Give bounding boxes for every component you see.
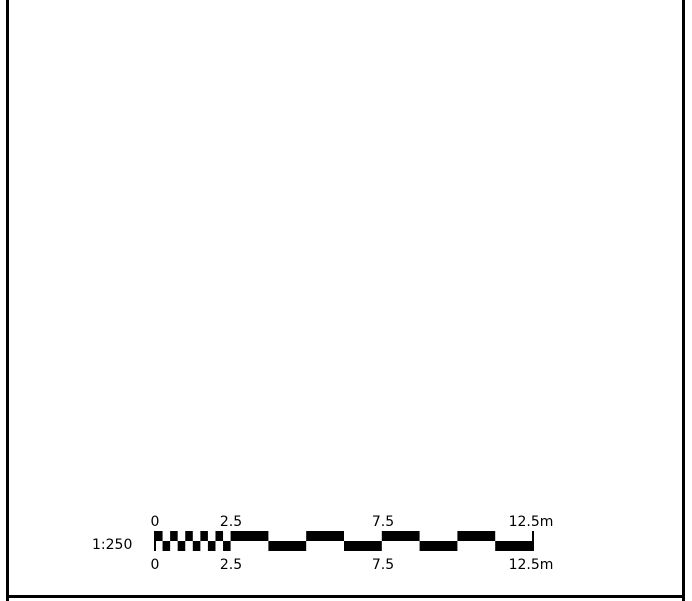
top-tick-label-0: 0 — [151, 514, 160, 530]
scale-bar-fine-cell-7 — [200, 531, 208, 541]
scale-bar: 0 2.5 7.5 12.5m 0 2.5 7.5 12.5m — [151, 514, 554, 573]
bottom-tick-label-2-5: 2.5 — [220, 557, 242, 573]
scale-bar-fine-cell-9 — [215, 531, 224, 541]
scale-ratio-label: 1:250 — [92, 537, 132, 553]
bottom-tick-label-7-5: 7.5 — [372, 557, 394, 573]
scale-bar-fine-cell-4 — [177, 541, 186, 551]
scale-bar-fine-cell-5 — [185, 531, 193, 541]
scale-bar-fine-cell-6 — [192, 541, 201, 551]
bottom-tick-label-0: 0 — [151, 557, 160, 573]
scale-bar-segment-5 — [381, 531, 420, 541]
top-tick-label-2-5: 2.5 — [220, 514, 242, 530]
scale-bar-fine-cell-10 — [223, 541, 231, 551]
scale-bar-segment-4 — [344, 541, 382, 551]
bottom-tick-label-12-5m: 12.5m — [509, 557, 554, 573]
scale-bar-segment-3 — [306, 531, 344, 541]
scale-bar-segment-1 — [230, 531, 269, 541]
scale-bar-segment-8 — [495, 541, 533, 551]
top-tick-label-7-5: 7.5 — [372, 514, 394, 530]
scale-bar-segment-6 — [419, 541, 458, 551]
scale-bar-segment-7 — [457, 531, 496, 541]
scale-bar-fine-cell-1 — [155, 531, 163, 541]
scale-bar-fine-cell-8 — [207, 541, 216, 551]
scale-bar-fine-cell-2 — [162, 541, 171, 551]
top-tick-label-12-5m: 12.5m — [509, 514, 554, 530]
scale-bar-ticks — [154, 531, 534, 551]
scale-bar-fine-cell-3 — [170, 531, 178, 541]
scale-bar-segment-2 — [268, 541, 307, 551]
scale-bar-fills — [155, 531, 533, 551]
